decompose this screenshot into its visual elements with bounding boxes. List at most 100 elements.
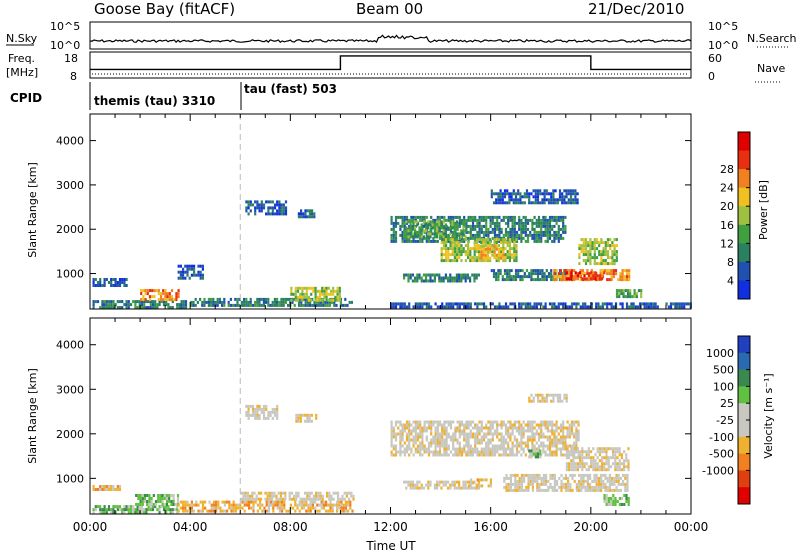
nsearch-label: N.Search <box>747 32 797 45</box>
scatter-cell <box>164 289 167 293</box>
scatter-cell <box>506 275 509 279</box>
scatter-cell <box>409 223 412 227</box>
scatter-cell <box>621 503 624 506</box>
scatter-cell <box>281 509 284 513</box>
colorbar-segment <box>738 169 750 189</box>
scatter-cell <box>416 235 419 239</box>
scatter-cell <box>390 233 393 237</box>
nsky-trace <box>89 34 692 44</box>
scatter-cell <box>485 444 488 448</box>
scatter-cell <box>327 286 330 290</box>
scatter-cell <box>482 438 486 442</box>
scatter-cell <box>595 262 599 266</box>
scatter-cell <box>251 497 254 501</box>
scatter-cell <box>434 444 437 448</box>
scatter-cell <box>478 484 481 488</box>
scatter-cell <box>518 305 521 309</box>
scatter-cell <box>578 482 581 486</box>
scatter-cell <box>515 238 518 242</box>
scatter-cell <box>595 241 599 245</box>
scatter-cell <box>534 452 537 456</box>
scatter-cell <box>487 432 490 436</box>
scatter-cell <box>587 453 590 457</box>
scatter-cell <box>403 453 406 457</box>
scatter-cell <box>474 438 477 442</box>
scatter-cell <box>447 226 450 230</box>
scatter-cell <box>201 509 204 513</box>
scatter-cell <box>628 278 631 282</box>
scatter-cell <box>508 198 511 202</box>
scatter-cell <box>547 275 551 279</box>
scatter-cell <box>349 503 352 507</box>
scatter-cell <box>182 300 185 304</box>
scatter-cell <box>526 444 530 448</box>
scatter-cell <box>513 438 516 442</box>
scatter-cell <box>218 300 221 304</box>
scatter-cell <box>445 244 448 248</box>
scatter-cell <box>162 505 166 509</box>
scatter-cell <box>537 438 541 442</box>
scatter-cell <box>339 300 342 304</box>
scatter-cell <box>570 429 574 433</box>
colorbar-segment <box>738 336 750 354</box>
scatter-cell <box>518 444 521 448</box>
scatter-cell <box>534 449 537 453</box>
scatter-cell <box>592 459 595 463</box>
scatter-cell <box>298 303 301 307</box>
scatter-cell <box>620 289 623 293</box>
scatter-cell <box>458 435 461 439</box>
scatter-cell <box>547 485 550 489</box>
scatter-cell <box>616 465 619 469</box>
scatter-cell <box>433 483 436 487</box>
scatter-cell <box>507 236 510 240</box>
scatter-cell <box>634 305 637 309</box>
scatter-cell <box>278 206 281 210</box>
scatter-cell <box>518 302 521 306</box>
scatter-cell <box>536 473 539 477</box>
scatter-cell <box>610 305 613 309</box>
scatter-cell <box>443 447 446 451</box>
scatter-cell <box>554 198 557 202</box>
scatter-cell <box>564 278 567 282</box>
scatter-cell <box>512 473 515 477</box>
scatter-cell <box>551 239 554 243</box>
scatter-cell <box>568 272 571 276</box>
scatter-cell <box>608 485 611 489</box>
scatter-cell <box>553 441 556 445</box>
scatter-cell <box>337 491 340 495</box>
scatter-cell <box>103 485 106 488</box>
scatter-cell <box>556 393 559 397</box>
scatter-cell <box>500 426 503 430</box>
scatter-cell <box>575 426 578 430</box>
scatter-cell <box>458 256 461 260</box>
scatter-cell <box>282 491 285 495</box>
scatter-cell <box>633 292 636 296</box>
scatter-cell <box>546 435 549 439</box>
scatter-cell <box>466 276 469 280</box>
scatter-cell <box>566 275 569 279</box>
scatter-cell <box>602 482 605 486</box>
scatter-cell <box>247 303 250 307</box>
scatter-cell <box>509 482 512 486</box>
scatter-cell <box>536 275 540 279</box>
scatter-cell <box>482 432 486 436</box>
scatter-cell <box>427 447 431 451</box>
scatter-cell <box>501 195 504 199</box>
scatter-cell <box>458 302 461 306</box>
scatter-cell <box>505 476 508 480</box>
scatter-cell <box>465 450 468 454</box>
scatter-cell <box>338 500 341 504</box>
scatter-cell <box>307 295 311 299</box>
scatter-cell <box>506 250 509 254</box>
scatter-cell <box>447 276 450 280</box>
scatter-cell <box>434 438 437 442</box>
scatter-cell <box>543 272 546 276</box>
scatter-cell <box>491 244 494 248</box>
scatter-cell <box>530 278 533 282</box>
scatter-cell <box>301 286 304 290</box>
scatter-cell <box>397 450 400 454</box>
scatter-cell <box>463 435 466 439</box>
scatter-cell <box>626 479 629 483</box>
scatter-cell <box>322 303 325 307</box>
scatter-cell <box>583 456 586 460</box>
